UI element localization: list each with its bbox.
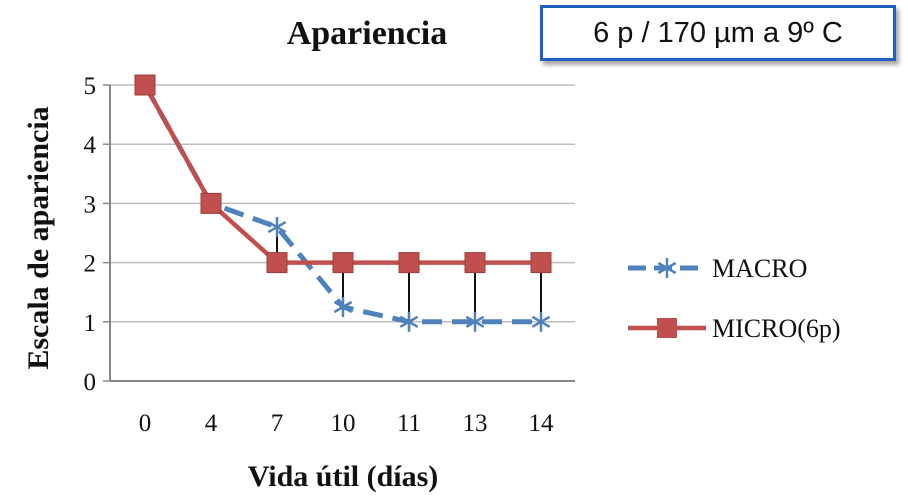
point-micro-6p-10 xyxy=(332,252,354,274)
point-macro-13 xyxy=(465,311,485,332)
legend-label-macro: MACRO xyxy=(712,254,807,283)
x-tick-label-0: 0 xyxy=(139,410,152,437)
point-macro-7 xyxy=(267,217,287,238)
point-micro-6p-0 xyxy=(134,74,156,96)
grid xyxy=(103,84,575,382)
point-micro-6p-11 xyxy=(398,252,420,274)
point-micro-6p-7 xyxy=(266,252,288,274)
x-tick-label-10: 10 xyxy=(331,410,356,437)
x-tick-label-14: 14 xyxy=(529,410,555,437)
legend-label-micro-6p: MICRO(6p) xyxy=(712,314,841,343)
y-axis-label: Escala de apariencia xyxy=(22,106,55,369)
y-tick-label-2: 2 xyxy=(84,251,97,278)
condition-label-box: 6 p / 170 µm a 9º C xyxy=(540,5,896,61)
legend: MACRO MICRO(6p) xyxy=(628,254,841,343)
legend-marker-macro xyxy=(657,258,677,278)
y-tick-label-0: 0 xyxy=(84,369,97,396)
x-tick-label-7: 7 xyxy=(271,410,284,437)
x-tick-labels: 0 4 7 10 11 13 14 xyxy=(139,410,554,437)
y-tick-labels: 0 1 2 3 4 5 xyxy=(84,73,97,396)
legend-marker-micro-6p xyxy=(657,318,677,338)
series-layer xyxy=(134,74,552,332)
error-bars xyxy=(276,227,542,322)
point-macro-10 xyxy=(333,297,353,317)
point-macro-14 xyxy=(531,311,551,332)
chart-title: Apariencia xyxy=(287,15,448,52)
y-tick-label-5: 5 xyxy=(84,73,97,100)
x-tick-label-11: 11 xyxy=(397,410,421,437)
point-micro-6p-4 xyxy=(200,192,222,214)
point-micro-6p-14 xyxy=(530,252,552,274)
condition-label: 6 p / 170 µm a 9º C xyxy=(593,16,843,49)
point-macro-11 xyxy=(399,311,419,332)
x-tick-label-13: 13 xyxy=(463,410,488,437)
series-line-micro-6p xyxy=(143,83,541,265)
y-tick-label-3: 3 xyxy=(84,191,97,218)
x-tick-label-4: 4 xyxy=(205,410,218,437)
point-micro-6p-13 xyxy=(464,252,486,274)
y-tick-label-4: 4 xyxy=(84,132,97,159)
y-tick-label-1: 1 xyxy=(84,310,97,337)
x-axis-label: Vida útil (días) xyxy=(248,460,439,493)
